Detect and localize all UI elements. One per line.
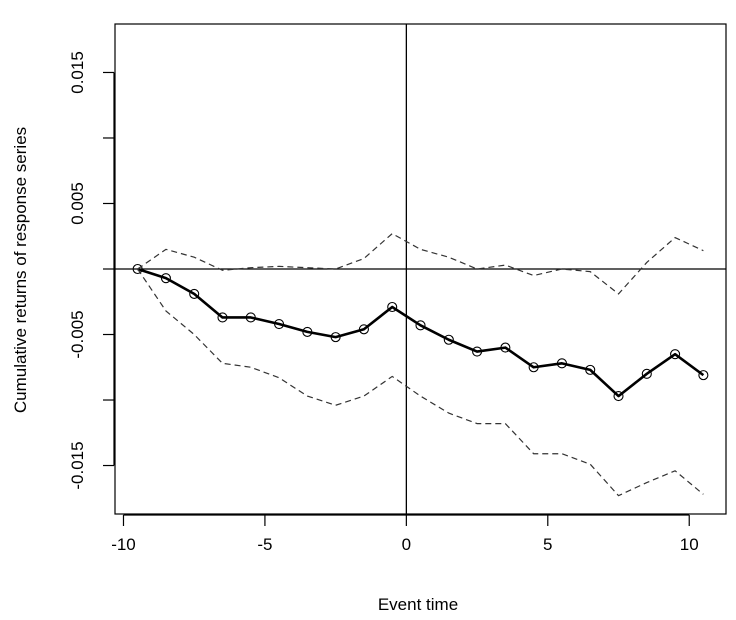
x-axis-title: Event time (378, 595, 458, 614)
x-tick-label: -10 (111, 535, 136, 554)
x-tick-label: 5 (543, 535, 552, 554)
data-point (500, 342, 511, 353)
reference-lines (115, 24, 726, 514)
y-axis-title: Cumulative returns of response series (11, 127, 30, 413)
data-point (245, 312, 256, 323)
data-point (698, 370, 709, 381)
data-point (274, 318, 285, 330)
estimate-line (137, 267, 705, 398)
data-point (132, 263, 143, 275)
data-point (330, 332, 341, 343)
axes: -10 -5 0 5 10 -0.015 -0.005 0.005 0.015 (68, 51, 699, 554)
y-tick-label: -0.005 (68, 310, 87, 358)
y-tick-label: 0.015 (68, 51, 87, 94)
data-point (641, 368, 652, 379)
y-tick-label: 0.005 (68, 182, 87, 225)
data-point (358, 324, 369, 335)
x-tick-label: -5 (257, 535, 272, 554)
data-point (160, 273, 171, 284)
data-point (387, 301, 398, 313)
x-tick-label: 10 (680, 535, 699, 554)
data-point (670, 349, 681, 360)
data-point (189, 288, 200, 299)
x-tick-label: 0 (402, 535, 411, 554)
series-layer (132, 232, 709, 497)
y-tick-label: -0.015 (68, 441, 87, 489)
data-point (556, 358, 567, 369)
data-point (613, 391, 624, 402)
data-point (415, 320, 426, 331)
upper-band-line (137, 232, 704, 295)
data-point (585, 364, 596, 375)
data-point (472, 346, 483, 357)
lower-band-line (137, 268, 704, 497)
data-point (528, 362, 539, 373)
data-point (217, 312, 228, 323)
data-point (302, 326, 313, 337)
data-point (443, 334, 454, 345)
